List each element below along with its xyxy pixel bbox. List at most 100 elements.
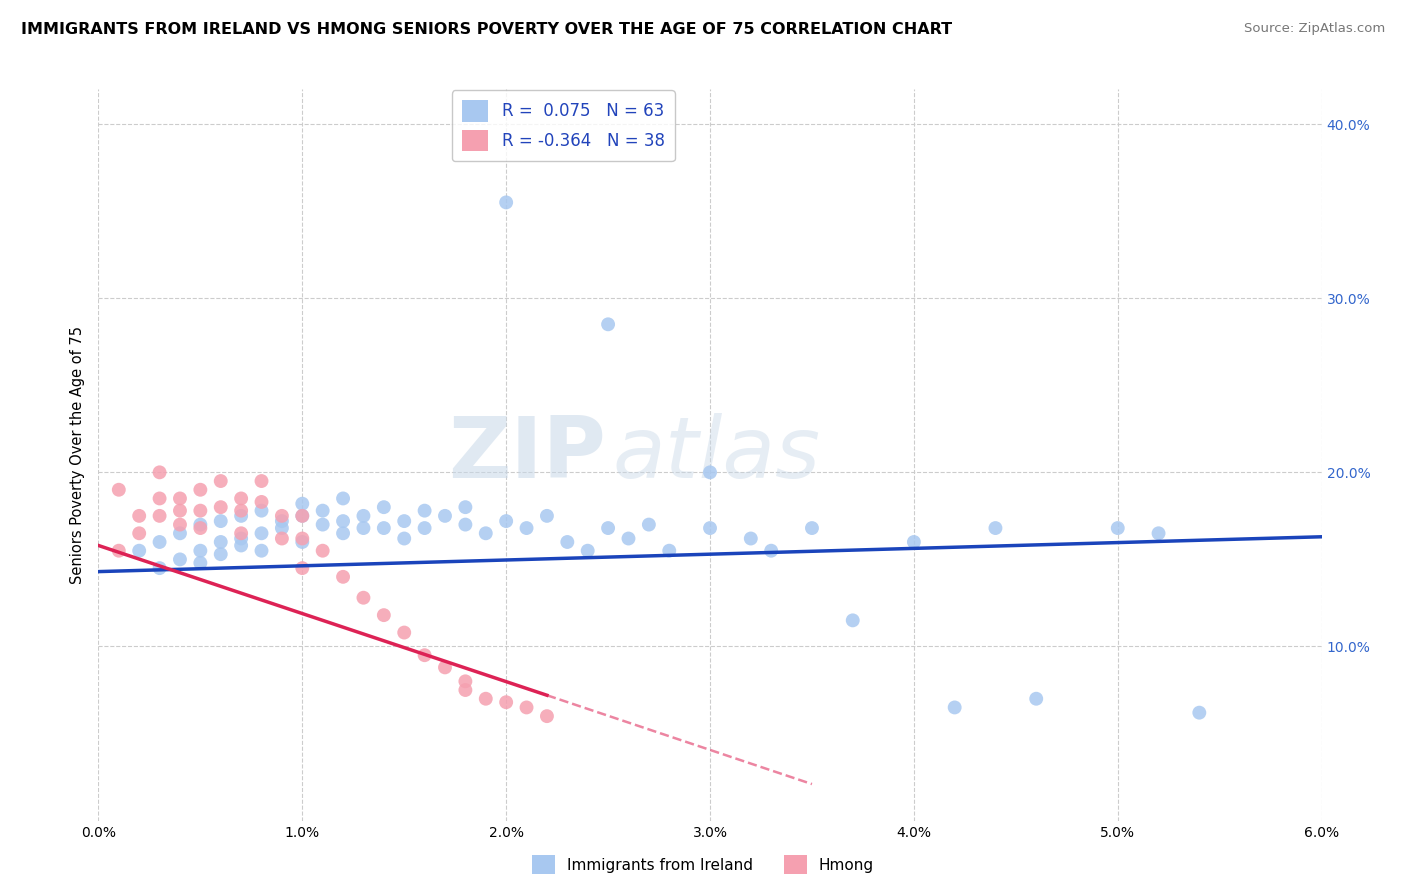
Point bbox=[373, 521, 395, 535]
Point bbox=[373, 608, 395, 623]
Point bbox=[188, 517, 212, 532]
Point bbox=[149, 491, 172, 506]
Point bbox=[433, 660, 456, 674]
Point bbox=[188, 556, 212, 570]
Point bbox=[291, 561, 314, 575]
Point bbox=[231, 526, 253, 541]
Point bbox=[352, 521, 374, 535]
Point bbox=[231, 491, 253, 506]
Point bbox=[250, 474, 273, 488]
Point bbox=[433, 508, 456, 523]
Point bbox=[209, 547, 232, 561]
Text: ZIP: ZIP bbox=[449, 413, 606, 497]
Point bbox=[291, 535, 314, 549]
Point bbox=[1147, 526, 1170, 541]
Point bbox=[270, 514, 292, 528]
Point bbox=[984, 521, 1007, 535]
Point bbox=[128, 543, 150, 558]
Point bbox=[149, 561, 172, 575]
Point bbox=[516, 521, 538, 535]
Point bbox=[536, 709, 558, 723]
Point bbox=[740, 532, 762, 546]
Point bbox=[801, 521, 824, 535]
Point bbox=[250, 526, 273, 541]
Point bbox=[169, 491, 191, 506]
Point bbox=[169, 503, 191, 517]
Text: Source: ZipAtlas.com: Source: ZipAtlas.com bbox=[1244, 22, 1385, 36]
Point bbox=[231, 508, 253, 523]
Point bbox=[454, 674, 477, 689]
Point bbox=[903, 535, 925, 549]
Point bbox=[392, 514, 416, 528]
Point bbox=[576, 543, 599, 558]
Point bbox=[311, 543, 335, 558]
Point bbox=[250, 495, 273, 509]
Legend: Immigrants from Ireland, Hmong: Immigrants from Ireland, Hmong bbox=[526, 849, 880, 880]
Point bbox=[231, 532, 253, 546]
Point bbox=[149, 535, 172, 549]
Point bbox=[373, 500, 395, 515]
Point bbox=[841, 613, 863, 627]
Point bbox=[495, 195, 517, 210]
Point bbox=[454, 517, 477, 532]
Point bbox=[637, 517, 661, 532]
Point bbox=[128, 508, 150, 523]
Point bbox=[413, 503, 436, 517]
Point bbox=[332, 491, 354, 506]
Point bbox=[188, 521, 212, 535]
Point bbox=[699, 521, 721, 535]
Point bbox=[209, 474, 232, 488]
Point bbox=[1107, 521, 1129, 535]
Point bbox=[270, 508, 292, 523]
Point bbox=[413, 521, 436, 535]
Point bbox=[1025, 691, 1047, 706]
Point bbox=[332, 526, 354, 541]
Text: IMMIGRANTS FROM IRELAND VS HMONG SENIORS POVERTY OVER THE AGE OF 75 CORRELATION : IMMIGRANTS FROM IRELAND VS HMONG SENIORS… bbox=[21, 22, 952, 37]
Point bbox=[495, 695, 517, 709]
Point bbox=[149, 508, 172, 523]
Point bbox=[516, 700, 538, 714]
Point bbox=[311, 503, 335, 517]
Point bbox=[555, 535, 579, 549]
Text: atlas: atlas bbox=[612, 413, 820, 497]
Point bbox=[188, 503, 212, 517]
Point bbox=[291, 508, 314, 523]
Point bbox=[128, 526, 150, 541]
Point bbox=[392, 625, 416, 640]
Point bbox=[352, 591, 374, 605]
Point bbox=[658, 543, 681, 558]
Point bbox=[474, 526, 498, 541]
Point bbox=[311, 517, 335, 532]
Point bbox=[231, 539, 253, 553]
Point bbox=[188, 543, 212, 558]
Point bbox=[209, 535, 232, 549]
Point bbox=[943, 700, 966, 714]
Point bbox=[209, 514, 232, 528]
Point bbox=[108, 543, 131, 558]
Point bbox=[250, 543, 273, 558]
Point bbox=[352, 508, 374, 523]
Point bbox=[188, 483, 212, 497]
Point bbox=[332, 570, 354, 584]
Point bbox=[536, 508, 558, 523]
Point bbox=[270, 532, 292, 546]
Point bbox=[1188, 706, 1211, 720]
Point bbox=[598, 318, 620, 332]
Point bbox=[291, 532, 314, 546]
Point bbox=[699, 466, 721, 480]
Point bbox=[169, 526, 191, 541]
Point bbox=[250, 503, 273, 517]
Point bbox=[108, 483, 131, 497]
Point bbox=[413, 648, 436, 663]
Point bbox=[209, 500, 232, 515]
Point bbox=[474, 691, 498, 706]
Point bbox=[392, 532, 416, 546]
Point bbox=[291, 508, 314, 523]
Point bbox=[454, 683, 477, 698]
Point bbox=[270, 521, 292, 535]
Point bbox=[617, 532, 640, 546]
Legend: R =  0.075   N = 63, R = -0.364   N = 38: R = 0.075 N = 63, R = -0.364 N = 38 bbox=[451, 90, 675, 161]
Point bbox=[231, 503, 253, 517]
Point bbox=[332, 514, 354, 528]
Point bbox=[454, 500, 477, 515]
